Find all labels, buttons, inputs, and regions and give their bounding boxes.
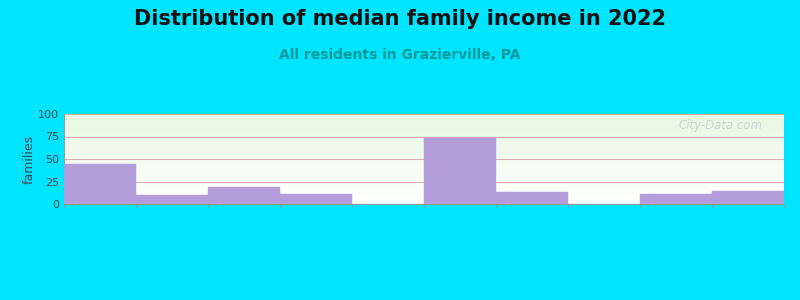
- Bar: [64, 203, 784, 204]
- Bar: [64, 190, 784, 191]
- Bar: [64, 153, 784, 154]
- Bar: [64, 157, 784, 158]
- Bar: [64, 164, 136, 204]
- Bar: [640, 194, 712, 204]
- Bar: [496, 192, 568, 204]
- Bar: [64, 156, 784, 157]
- Bar: [64, 169, 784, 170]
- Bar: [64, 179, 784, 180]
- Bar: [64, 147, 784, 148]
- Bar: [64, 202, 784, 203]
- Bar: [64, 148, 784, 149]
- Bar: [64, 178, 784, 179]
- Bar: [64, 167, 784, 168]
- Bar: [64, 145, 784, 146]
- Bar: [64, 126, 784, 127]
- Bar: [64, 140, 784, 141]
- Bar: [64, 192, 784, 193]
- Bar: [64, 121, 784, 122]
- Bar: [64, 193, 784, 194]
- Bar: [64, 114, 784, 115]
- Bar: [64, 124, 784, 125]
- Bar: [64, 133, 784, 134]
- Bar: [64, 150, 784, 151]
- Bar: [64, 191, 784, 192]
- Bar: [208, 187, 280, 204]
- Bar: [64, 144, 784, 145]
- Bar: [64, 125, 784, 126]
- Bar: [64, 187, 784, 188]
- Bar: [64, 166, 784, 167]
- Bar: [64, 136, 784, 137]
- Bar: [64, 200, 784, 201]
- Bar: [64, 146, 784, 147]
- Bar: [64, 163, 784, 164]
- Bar: [64, 170, 784, 171]
- Text: City-Data.com: City-Data.com: [678, 118, 762, 131]
- Bar: [64, 132, 784, 133]
- Bar: [64, 172, 784, 173]
- Bar: [64, 188, 784, 189]
- Bar: [64, 117, 784, 118]
- Text: Distribution of median family income in 2022: Distribution of median family income in …: [134, 9, 666, 29]
- Bar: [64, 173, 784, 174]
- Bar: [64, 116, 784, 117]
- Bar: [64, 165, 784, 166]
- Bar: [64, 164, 784, 165]
- Bar: [64, 118, 784, 119]
- Bar: [64, 182, 784, 183]
- Bar: [64, 149, 784, 150]
- Bar: [64, 161, 784, 162]
- Bar: [64, 175, 784, 176]
- Bar: [64, 155, 784, 156]
- Bar: [64, 134, 784, 135]
- Bar: [64, 189, 784, 190]
- Bar: [64, 123, 784, 124]
- Bar: [64, 201, 784, 202]
- Bar: [64, 158, 784, 159]
- Bar: [64, 177, 784, 178]
- Bar: [64, 176, 784, 177]
- Bar: [64, 185, 784, 186]
- Bar: [64, 127, 784, 128]
- Bar: [64, 154, 784, 155]
- Bar: [64, 122, 784, 123]
- Bar: [64, 183, 784, 184]
- Bar: [64, 119, 784, 120]
- Bar: [64, 197, 784, 198]
- Bar: [64, 196, 784, 197]
- Bar: [64, 194, 784, 195]
- Bar: [64, 195, 784, 196]
- Bar: [64, 151, 784, 152]
- Bar: [424, 138, 496, 204]
- Bar: [64, 135, 784, 136]
- Bar: [712, 190, 784, 204]
- Bar: [64, 162, 784, 163]
- Bar: [64, 137, 784, 138]
- Bar: [64, 128, 784, 129]
- Bar: [64, 152, 784, 153]
- Bar: [64, 199, 784, 200]
- Bar: [64, 180, 784, 181]
- Bar: [64, 139, 784, 140]
- Bar: [64, 131, 784, 132]
- Bar: [64, 143, 784, 144]
- Text: All residents in Grazierville, PA: All residents in Grazierville, PA: [279, 48, 521, 62]
- Y-axis label: families: families: [22, 134, 35, 184]
- Bar: [64, 142, 784, 143]
- Bar: [64, 174, 784, 175]
- Bar: [280, 194, 352, 204]
- Bar: [64, 198, 784, 199]
- Bar: [64, 186, 784, 187]
- Bar: [64, 171, 784, 172]
- Bar: [64, 138, 784, 139]
- Bar: [136, 195, 208, 204]
- Bar: [64, 154, 784, 155]
- Bar: [64, 181, 784, 182]
- Bar: [64, 136, 784, 137]
- Bar: [64, 129, 784, 130]
- Bar: [64, 160, 784, 161]
- Bar: [64, 120, 784, 121]
- Bar: [64, 184, 784, 185]
